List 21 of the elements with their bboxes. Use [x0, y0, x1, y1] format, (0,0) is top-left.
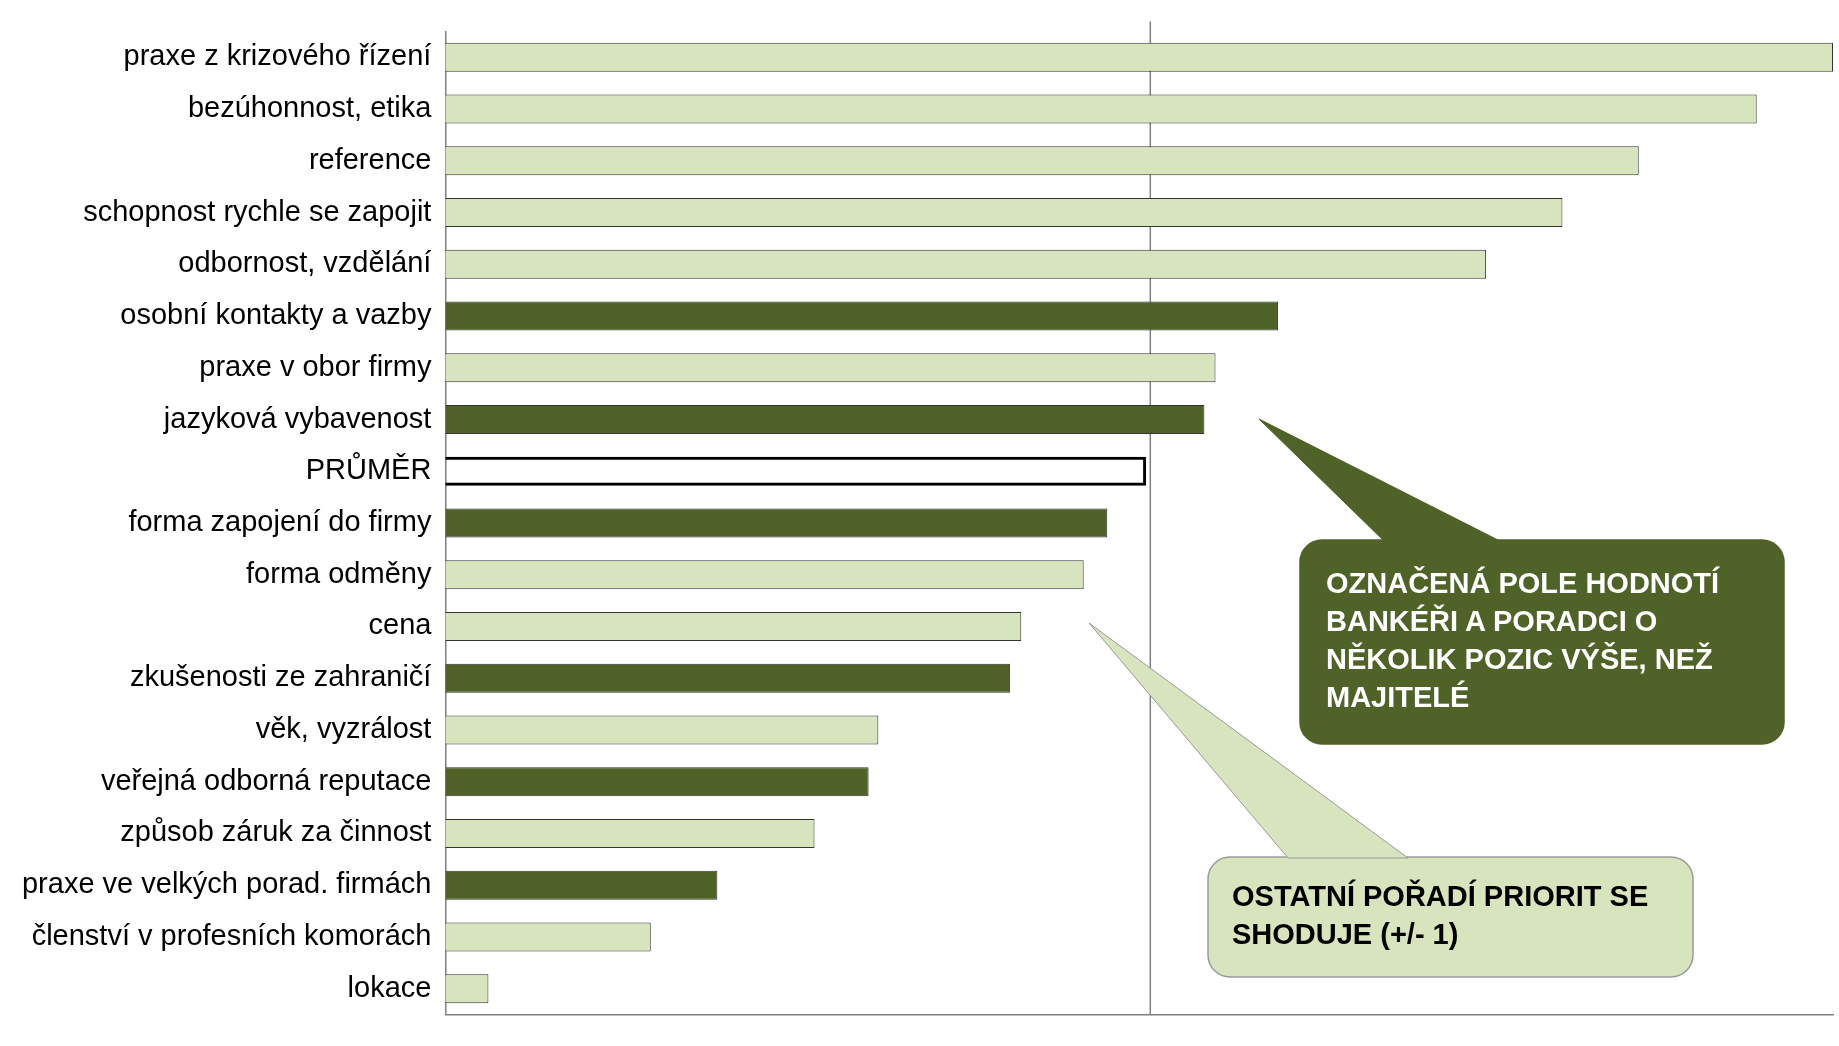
y-tick-label: členství v profesních komorách — [31, 918, 432, 951]
y-tick-label: praxe z krizového řízení — [123, 39, 432, 72]
y-tick-label: lokace — [347, 970, 432, 1003]
y-tick-label: PRŮMĚR — [305, 452, 432, 486]
annotation: OSTATNÍ POŘADÍ PRIORIT SE SHODUJE (+/- 1) — [1208, 857, 1693, 977]
y-tick-label: schopnost rychle se zapojit — [83, 194, 432, 227]
y-tick-label: forma zapojení do firmy — [128, 505, 432, 537]
y-tick-label: odbornost, vzdělání — [178, 246, 432, 279]
y-tick-label: věk, vyzrálost — [255, 711, 432, 744]
y-tick-label: reference — [308, 142, 432, 175]
y-tick-label: forma odměny — [246, 556, 432, 589]
y-tick-label: bezúhonnost, etika — [187, 91, 433, 124]
y-tick-label: praxe v obor firmy — [199, 349, 432, 382]
y-tick-label: cena — [368, 608, 433, 641]
annotation: OZNAČENÁ POLE HODNOTÍ BANKÉŘI A PORADCI O NĚKOLIK POZIC VÝŠE, NEŽ MAJITELÉ — [1300, 540, 1784, 744]
y-tick-label: veřejná odborná reputace — [100, 763, 432, 796]
y-tick-label: jazyková vybavenost — [162, 401, 432, 434]
y-tick-label: zkušenosti ze zahraničí — [129, 660, 432, 693]
y-tick-label: způsob záruk za činnost — [120, 815, 432, 848]
y-tick-label: osobní kontakty a vazby — [120, 298, 432, 331]
y-tick-label: praxe ve velkých porad. firmách — [21, 867, 432, 900]
